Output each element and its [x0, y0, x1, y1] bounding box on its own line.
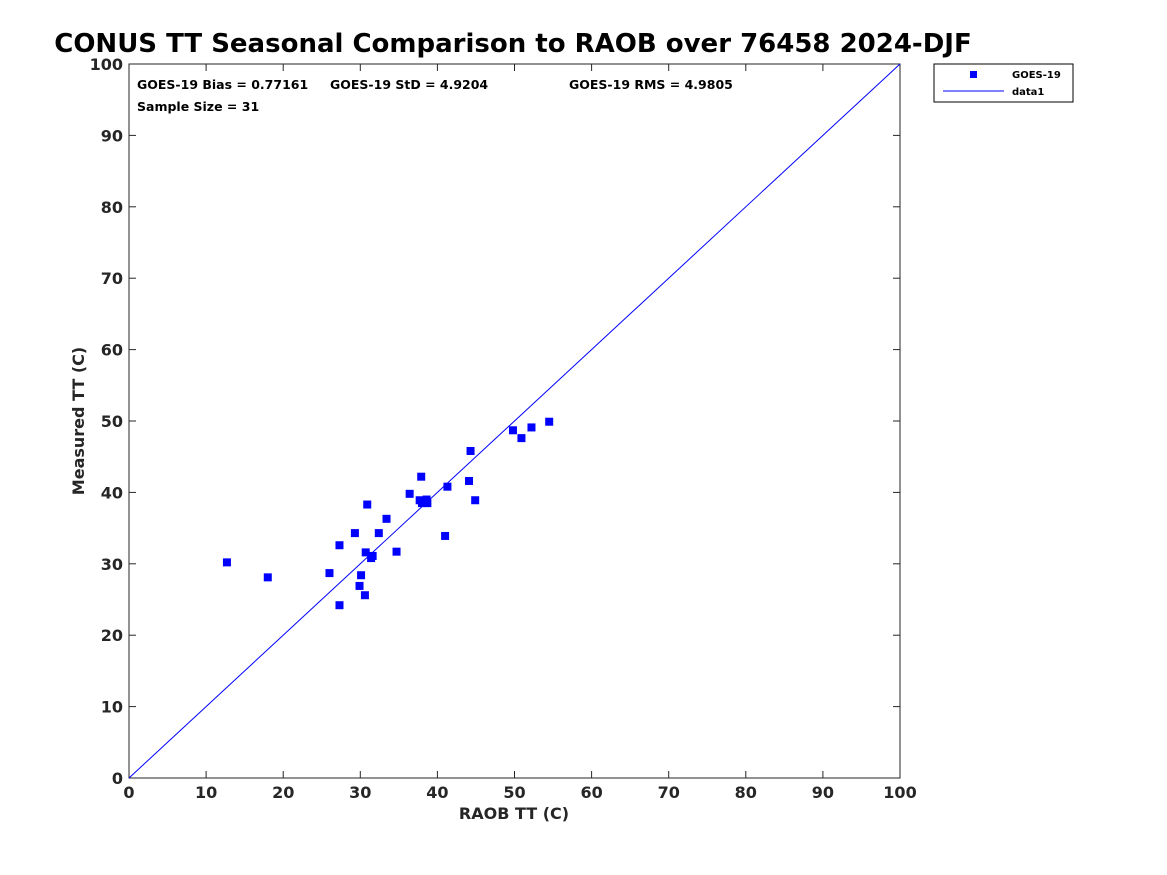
data-point	[335, 601, 344, 610]
data-point	[527, 423, 536, 432]
x-tick-label: 100	[883, 783, 916, 802]
data-point	[392, 547, 401, 556]
data-point	[466, 446, 475, 455]
point-layer	[222, 417, 554, 610]
x-tick-label: 30	[349, 783, 371, 802]
y-tick-label: 30	[101, 555, 123, 574]
y-tick-label: 20	[101, 626, 123, 645]
data-point	[360, 591, 369, 600]
data-point	[374, 529, 383, 538]
x-tick-label: 60	[580, 783, 602, 802]
y-tick-label: 90	[101, 126, 123, 145]
y-tick-label: 70	[101, 269, 123, 288]
x-axis-ticks: 0 10 20 30 40 50 60 70 80 90 100	[123, 64, 917, 802]
x-tick-label: 40	[426, 783, 448, 802]
x-tick-label: 10	[195, 783, 217, 802]
y-tick-label: 60	[101, 341, 123, 360]
chart-title: CONUS TT Seasonal Comparison to RAOB ove…	[54, 29, 972, 59]
data-point	[417, 472, 426, 481]
data-point	[443, 482, 452, 491]
legend-label-data1: data1	[1012, 87, 1044, 98]
x-tick-label: 90	[812, 783, 834, 802]
data-point	[382, 514, 391, 523]
bias-stat: GOES-19 Bias = 0.77161	[137, 77, 308, 92]
data-point	[355, 581, 364, 590]
data-point	[368, 551, 377, 560]
x-axis-label: RAOB TT (C)	[459, 804, 569, 823]
data-point	[441, 531, 450, 540]
y-axis-label: Measured TT (C)	[69, 347, 88, 495]
y-tick-label: 10	[101, 698, 123, 717]
y-tick-label: 50	[101, 412, 123, 431]
y-tick-label: 40	[101, 483, 123, 502]
x-tick-label: 70	[658, 783, 680, 802]
data-point	[465, 476, 474, 485]
data-point	[423, 499, 432, 508]
data-point	[263, 573, 272, 582]
y-tick-label: 80	[101, 198, 123, 217]
data-point	[357, 571, 366, 580]
data-point	[222, 558, 231, 567]
legend: GOES-19 data1	[933, 63, 1074, 103]
data-point	[405, 489, 414, 498]
plot-area: 0 10 20 30 40 50 60 70 80 90 100 0 10 20 30 40 50 60 70 80…	[90, 55, 917, 802]
y-axis-ticks: 0 10 20 30 40 50 60 70 80 90 100	[90, 55, 900, 788]
rms-stat: GOES-19 RMS = 4.9805	[569, 77, 733, 92]
x-tick-label: 0	[123, 783, 134, 802]
series-line-data1	[128, 63, 901, 779]
line-layer	[128, 63, 901, 779]
data-point	[335, 541, 344, 550]
x-tick-label: 50	[503, 783, 525, 802]
x-tick-label: 20	[272, 783, 294, 802]
data-point	[361, 548, 370, 557]
data-point	[363, 500, 372, 509]
data-point	[508, 426, 517, 435]
x-tick-label: 80	[735, 783, 757, 802]
data-point	[545, 417, 554, 426]
std-stat: GOES-19 StD = 4.9204	[330, 77, 488, 92]
sample-size-stat: Sample Size = 31	[137, 99, 259, 114]
legend-box	[933, 63, 1074, 103]
legend-marker-goes19	[970, 71, 977, 78]
y-tick-label: 0	[112, 769, 123, 788]
data-point	[350, 529, 359, 538]
data-point	[471, 496, 480, 505]
legend-label-goes19: GOES-19	[1012, 70, 1061, 81]
y-tick-label: 100	[90, 55, 123, 74]
data-point	[517, 434, 526, 443]
data-point	[325, 569, 334, 578]
